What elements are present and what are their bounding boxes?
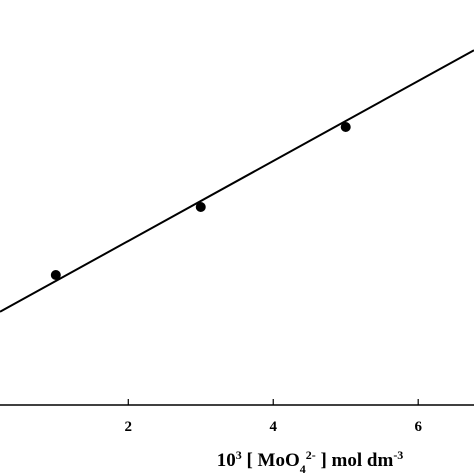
x-tick-label: 4 [269, 419, 277, 435]
x-axis-label: 103 [ MoO42- ] mol dm-3 [217, 448, 404, 474]
x-axis-label-part: 2- [306, 448, 316, 462]
x-axis-label-part: 3 [236, 448, 242, 462]
fit-line [0, 49, 474, 313]
x-axis-label-part: [ MoO [242, 450, 300, 471]
data-point [340, 122, 351, 132]
x-tick-label: 2 [125, 419, 133, 435]
x-axis-label-part: 10 [217, 450, 236, 471]
data-point [50, 270, 61, 280]
x-axis-label-part: 4 [300, 462, 306, 474]
data-point [195, 202, 206, 212]
x-axis-label-part: -3 [393, 448, 403, 462]
x-axis-label-part: ] mol dm [316, 450, 394, 471]
x-tick-label: 6 [414, 419, 422, 435]
